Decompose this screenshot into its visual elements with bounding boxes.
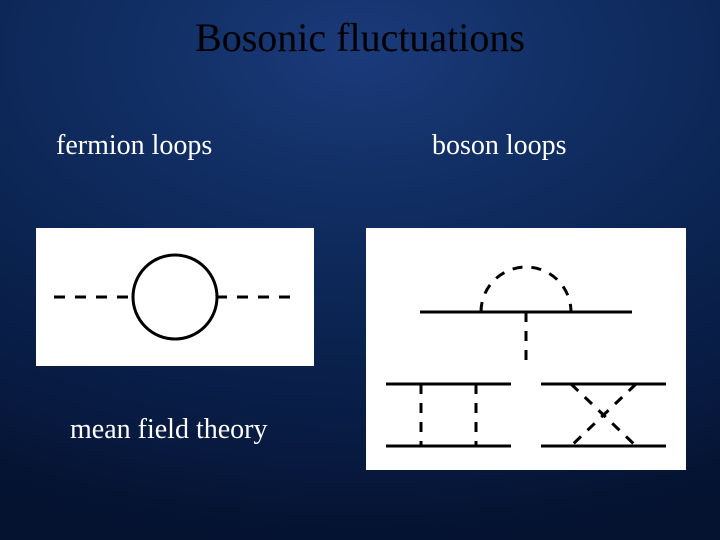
diagram-svg (366, 228, 686, 470)
diagram-boson-loops (366, 228, 686, 470)
slide-title: Bosonic fluctuations (0, 14, 720, 61)
label-mean-field-theory: mean field theory (70, 414, 267, 446)
diagram-svg (36, 228, 314, 366)
label-boson-loops: boson loops (432, 130, 567, 162)
diagram-fermion-loop (36, 228, 314, 366)
label-fermion-loops: fermion loops (56, 130, 212, 162)
